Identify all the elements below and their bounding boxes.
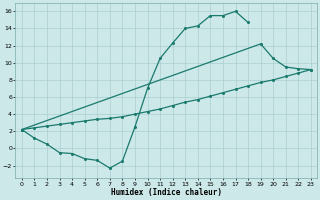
X-axis label: Humidex (Indice chaleur): Humidex (Indice chaleur) bbox=[111, 188, 222, 197]
